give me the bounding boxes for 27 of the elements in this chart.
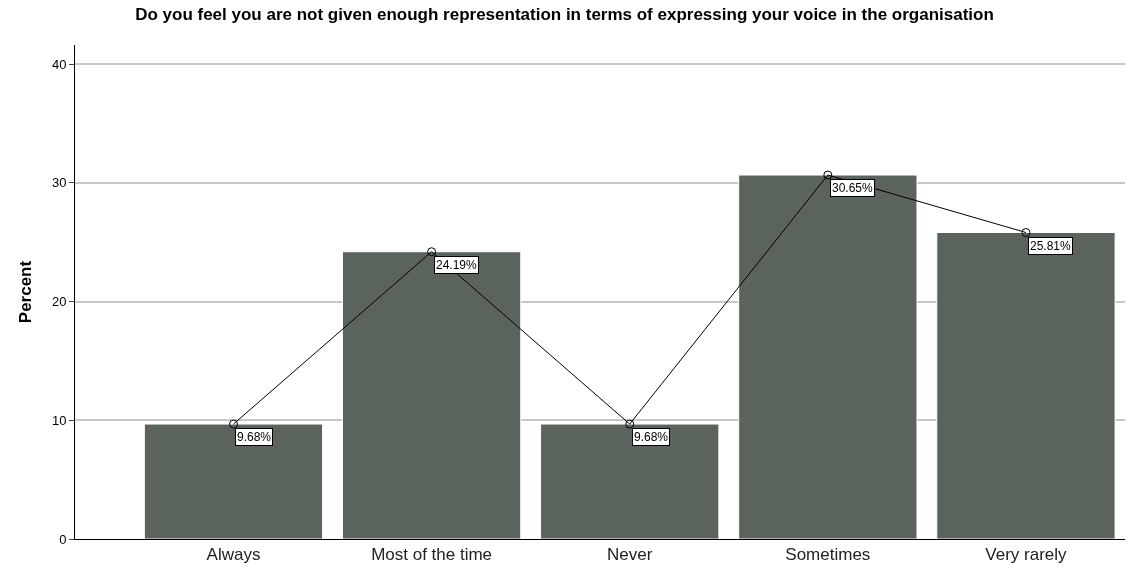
data-label: 30.65% [832,181,874,195]
bar [540,423,720,539]
x-tick-label: Always [206,545,261,565]
data-label: 9.68% [237,430,272,444]
data-label: 24.19% [436,258,478,272]
bar [738,174,918,539]
bar [143,423,324,539]
point [625,419,635,429]
x-tick-label: Very rarely [985,545,1068,565]
chart-title: Do you feel you are not given enough representation in terms of expressing your voice in the organisation [135,5,994,25]
point [228,419,238,429]
x-tick-label: Most of the time [371,545,493,565]
y-tick-label: 0 [59,531,67,547]
bar [936,232,1116,539]
point [427,247,437,257]
y-tick-label: 40 [51,56,67,72]
x-tick-label: Never [607,545,653,565]
y-tick-label: 30 [51,175,67,191]
data-label: 25.81% [1030,239,1072,253]
y-tick-label: 10 [51,412,67,428]
x-tick-label: Sometimes [785,545,871,565]
y-tick-label: 20 [51,294,67,310]
bar [341,251,522,539]
point [823,170,833,180]
point [1021,228,1031,238]
data-label: 9.68% [634,430,669,444]
y-axis-title: Percent [16,260,36,324]
